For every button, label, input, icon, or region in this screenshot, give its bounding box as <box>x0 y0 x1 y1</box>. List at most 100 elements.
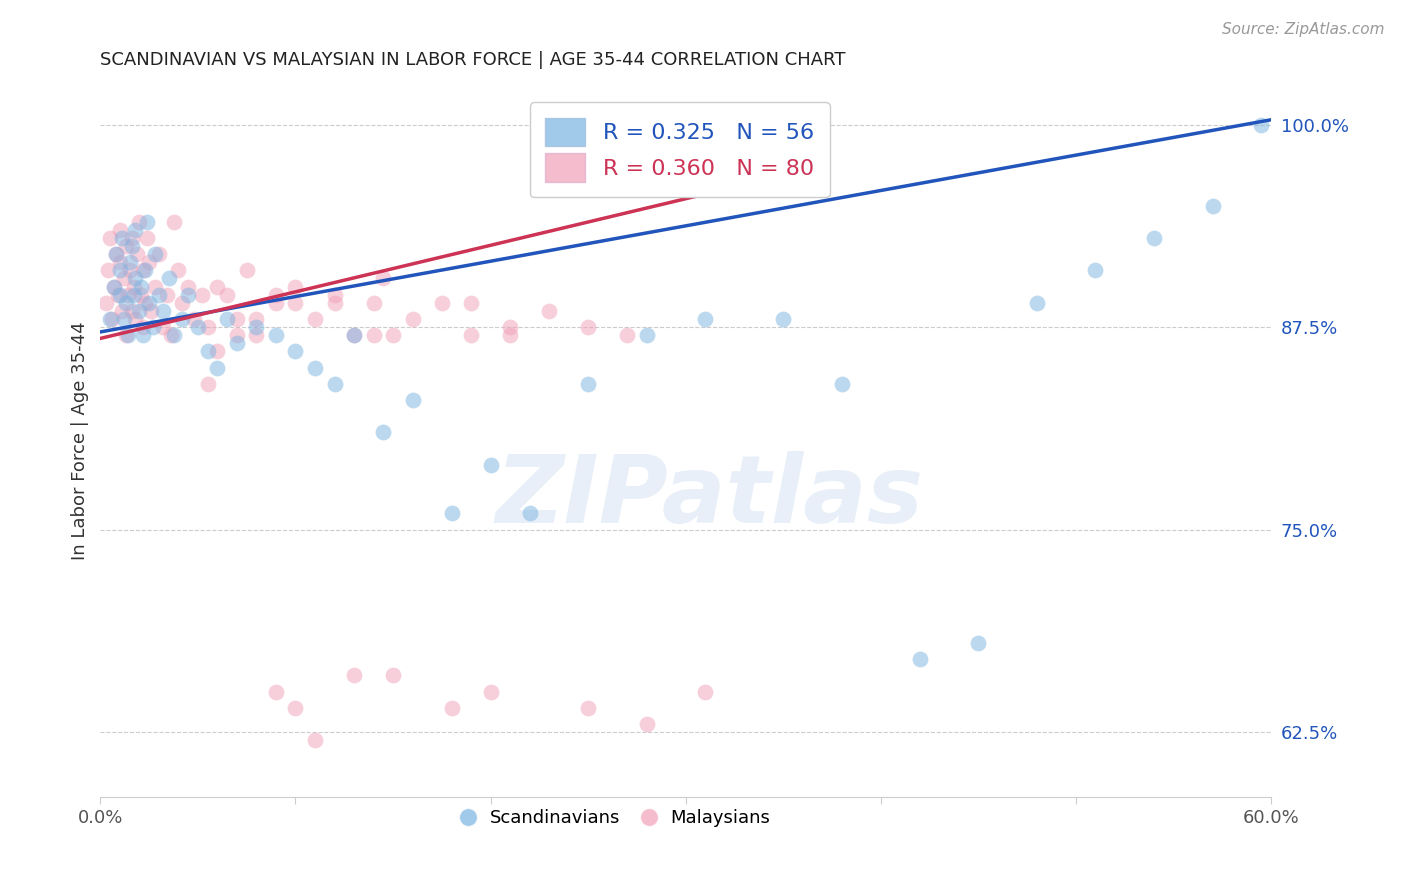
Point <box>172 295 194 310</box>
Point <box>197 376 219 391</box>
Point <box>159 328 181 343</box>
Point <box>177 279 200 293</box>
Point <box>134 295 156 310</box>
Point <box>128 304 150 318</box>
Point <box>121 239 143 253</box>
Point <box>114 328 136 343</box>
Point <box>401 392 423 407</box>
Point <box>112 312 135 326</box>
Point <box>576 376 599 391</box>
Point <box>636 328 658 343</box>
Point <box>323 376 346 391</box>
Point <box>197 344 219 359</box>
Y-axis label: In Labor Force | Age 35-44: In Labor Force | Age 35-44 <box>72 321 89 560</box>
Point <box>616 328 638 343</box>
Point <box>264 295 287 310</box>
Point <box>304 312 326 326</box>
Point <box>132 328 155 343</box>
Point <box>124 223 146 237</box>
Point <box>1250 118 1272 132</box>
Point <box>112 271 135 285</box>
Text: SCANDINAVIAN VS MALAYSIAN IN LABOR FORCE | AGE 35-44 CORRELATION CHART: SCANDINAVIAN VS MALAYSIAN IN LABOR FORCE… <box>100 51 846 69</box>
Point <box>108 263 131 277</box>
Text: ZIPatlas: ZIPatlas <box>495 451 924 543</box>
Point <box>373 271 395 285</box>
Point <box>167 263 190 277</box>
Point <box>245 328 267 343</box>
Point <box>284 279 307 293</box>
Point <box>235 263 257 277</box>
Point <box>108 223 131 237</box>
Point <box>430 295 453 310</box>
Point <box>226 336 249 351</box>
Point <box>245 312 267 326</box>
Point <box>157 271 180 285</box>
Point <box>132 263 155 277</box>
Point <box>104 247 127 261</box>
Point <box>97 263 120 277</box>
Point <box>98 231 121 245</box>
Point <box>127 247 149 261</box>
Point <box>908 652 931 666</box>
Point <box>134 263 156 277</box>
Point <box>499 328 522 343</box>
Point <box>440 700 463 714</box>
Point <box>136 215 159 229</box>
Point <box>695 312 717 326</box>
Point <box>1026 295 1049 310</box>
Point <box>107 287 129 301</box>
Point <box>132 320 155 334</box>
Point <box>122 279 145 293</box>
Point <box>118 255 141 269</box>
Point <box>343 328 366 343</box>
Point <box>104 247 127 261</box>
Point <box>226 312 249 326</box>
Point <box>284 295 307 310</box>
Point <box>111 304 134 318</box>
Point <box>636 717 658 731</box>
Point <box>284 344 307 359</box>
Point <box>117 328 139 343</box>
Point <box>576 700 599 714</box>
Point <box>143 279 166 293</box>
Point <box>138 255 160 269</box>
Point <box>479 458 502 472</box>
Point <box>156 287 179 301</box>
Point <box>967 636 990 650</box>
Point <box>114 239 136 253</box>
Point <box>138 295 160 310</box>
Point <box>382 328 405 343</box>
Point <box>363 328 385 343</box>
Point <box>96 295 118 310</box>
Point <box>183 312 205 326</box>
Point <box>217 312 239 326</box>
Point <box>207 344 229 359</box>
Point <box>101 312 124 326</box>
Point <box>217 287 239 301</box>
Point <box>284 700 307 714</box>
Point <box>479 684 502 698</box>
Point <box>197 320 219 334</box>
Point <box>148 247 170 261</box>
Point <box>304 360 326 375</box>
Point <box>538 304 561 318</box>
Legend: Scandinavians, Malaysians: Scandinavians, Malaysians <box>453 802 778 834</box>
Point <box>163 215 186 229</box>
Point <box>343 328 366 343</box>
Point <box>304 733 326 747</box>
Point <box>139 304 162 318</box>
Point <box>207 279 229 293</box>
Point <box>576 320 599 334</box>
Point <box>152 320 174 334</box>
Point <box>460 328 482 343</box>
Point <box>143 247 166 261</box>
Point <box>111 231 134 245</box>
Point <box>323 295 346 310</box>
Point <box>131 279 153 293</box>
Point <box>226 328 249 343</box>
Point <box>177 287 200 301</box>
Point <box>499 320 522 334</box>
Point <box>108 255 131 269</box>
Point <box>1084 263 1107 277</box>
Point <box>207 360 229 375</box>
